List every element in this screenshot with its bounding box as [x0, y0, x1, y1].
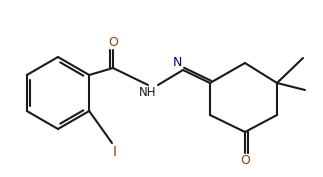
Text: O: O — [240, 154, 250, 167]
Text: I: I — [113, 145, 117, 159]
Text: N: N — [172, 56, 182, 69]
Text: NH: NH — [139, 86, 157, 99]
Text: O: O — [108, 36, 118, 49]
